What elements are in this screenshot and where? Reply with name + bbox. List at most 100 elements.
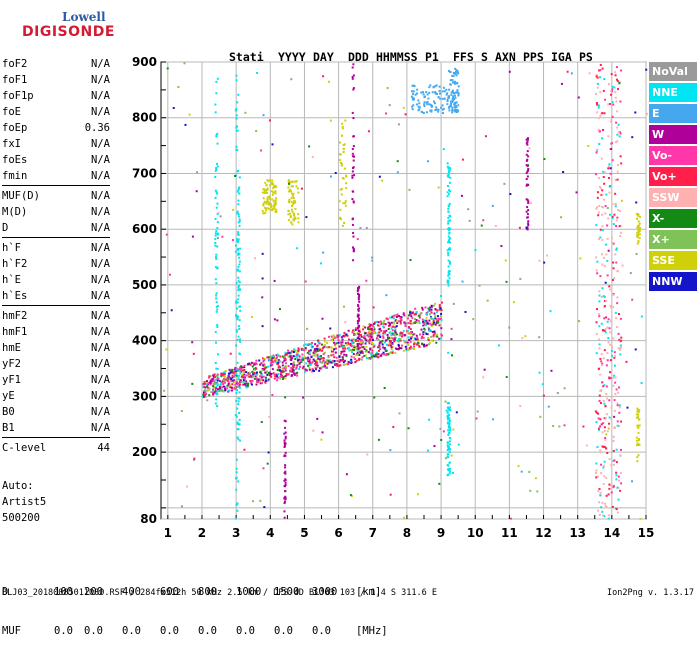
- echo-point: [476, 410, 479, 413]
- echo-point: [600, 471, 603, 474]
- echo-point: [291, 204, 294, 207]
- echo-point: [596, 272, 599, 275]
- echo-point: [416, 92, 419, 95]
- legend-entry: E: [649, 104, 697, 123]
- echo-point: [215, 92, 218, 95]
- echo-point: [526, 183, 529, 186]
- echo-point: [275, 197, 278, 200]
- echo-point: [446, 416, 449, 419]
- echo-point: [292, 364, 295, 367]
- echo-point: [234, 367, 237, 370]
- y-tick-label: 700: [132, 166, 157, 180]
- echo-point: [372, 330, 375, 333]
- echo-point: [361, 342, 364, 345]
- echo-point: [527, 168, 530, 171]
- echo-point: [238, 391, 241, 394]
- echo-point: [220, 386, 223, 389]
- echo-point: [440, 312, 443, 315]
- param-value: N/A: [91, 106, 110, 118]
- echo-point: [616, 126, 619, 129]
- echo-point: [371, 323, 374, 326]
- echo-point: [611, 115, 614, 118]
- echo-point: [599, 389, 602, 392]
- echo-point: [345, 473, 348, 476]
- echo-point: [288, 198, 291, 201]
- echo-point: [619, 132, 622, 135]
- echo-point: [614, 311, 617, 314]
- echo-point: [264, 181, 267, 184]
- muf-value: 0.0: [236, 625, 255, 637]
- echo-point: [536, 490, 539, 493]
- echo-point: [356, 322, 359, 325]
- echo-point: [403, 339, 406, 342]
- echo-point: [451, 99, 454, 102]
- echo-point: [272, 208, 275, 211]
- echo-point: [359, 226, 362, 229]
- echo-point: [621, 264, 624, 267]
- echo-point: [606, 451, 609, 454]
- echo-point: [217, 232, 220, 235]
- echo-point: [433, 332, 436, 335]
- echo-point: [297, 349, 300, 352]
- echo-point: [429, 313, 432, 316]
- echo-point: [526, 140, 529, 143]
- echo-point: [351, 223, 354, 226]
- echo-point: [434, 314, 437, 317]
- echo-point: [613, 213, 616, 216]
- echo-point: [336, 359, 339, 362]
- echo-point: [238, 385, 241, 388]
- echo-point: [360, 350, 363, 353]
- echo-point: [577, 96, 580, 99]
- echo-point: [397, 340, 400, 343]
- echo-point: [636, 236, 639, 239]
- echo-point: [236, 240, 239, 243]
- echo-point: [396, 339, 399, 342]
- echo-point: [231, 383, 234, 386]
- echo-point: [596, 308, 599, 311]
- echo-point: [538, 259, 541, 262]
- echo-point: [352, 231, 355, 234]
- echo-point: [412, 104, 415, 107]
- echo-point: [637, 426, 640, 429]
- echo-point: [596, 475, 599, 478]
- echo-point: [422, 93, 425, 96]
- echo-point: [450, 91, 453, 94]
- echo-point: [619, 231, 622, 234]
- header-labels-row: Stati YYYY DAY DDD HHMMSS P1 FFS S AXN PPS IGA PS: [229, 50, 593, 65]
- echo-point: [347, 341, 350, 344]
- echo-point: [284, 375, 287, 378]
- echo-point: [420, 311, 423, 314]
- echo-point: [351, 170, 354, 173]
- param-value: N/A: [91, 74, 110, 86]
- echo-point: [290, 185, 293, 188]
- echo-point: [315, 363, 318, 366]
- echo-point: [352, 259, 355, 262]
- echo-point: [236, 378, 239, 381]
- echo-point: [292, 218, 295, 221]
- echo-point: [283, 359, 286, 362]
- echo-point: [608, 103, 611, 106]
- echo-point: [636, 408, 639, 411]
- echo-point: [238, 218, 241, 221]
- echo-point: [616, 511, 619, 514]
- echo-point: [367, 327, 370, 330]
- echo-point: [399, 317, 402, 320]
- echo-point: [597, 417, 600, 420]
- echo-point: [301, 356, 304, 359]
- echo-point: [602, 417, 605, 420]
- echo-point: [287, 186, 290, 189]
- echo-point: [349, 342, 352, 345]
- echo-point: [267, 180, 270, 183]
- echo-point: [340, 343, 343, 346]
- echo-point: [598, 204, 601, 207]
- echo-point: [266, 187, 269, 190]
- echo-point: [221, 380, 224, 383]
- echo-point: [449, 228, 452, 231]
- echo-point: [237, 199, 240, 202]
- echo-point: [388, 331, 391, 334]
- echo-point: [406, 348, 409, 351]
- echo-point: [439, 318, 442, 321]
- x-tick-label: 9: [437, 526, 445, 540]
- echo-point: [298, 365, 301, 368]
- header-label: DAY: [313, 50, 334, 64]
